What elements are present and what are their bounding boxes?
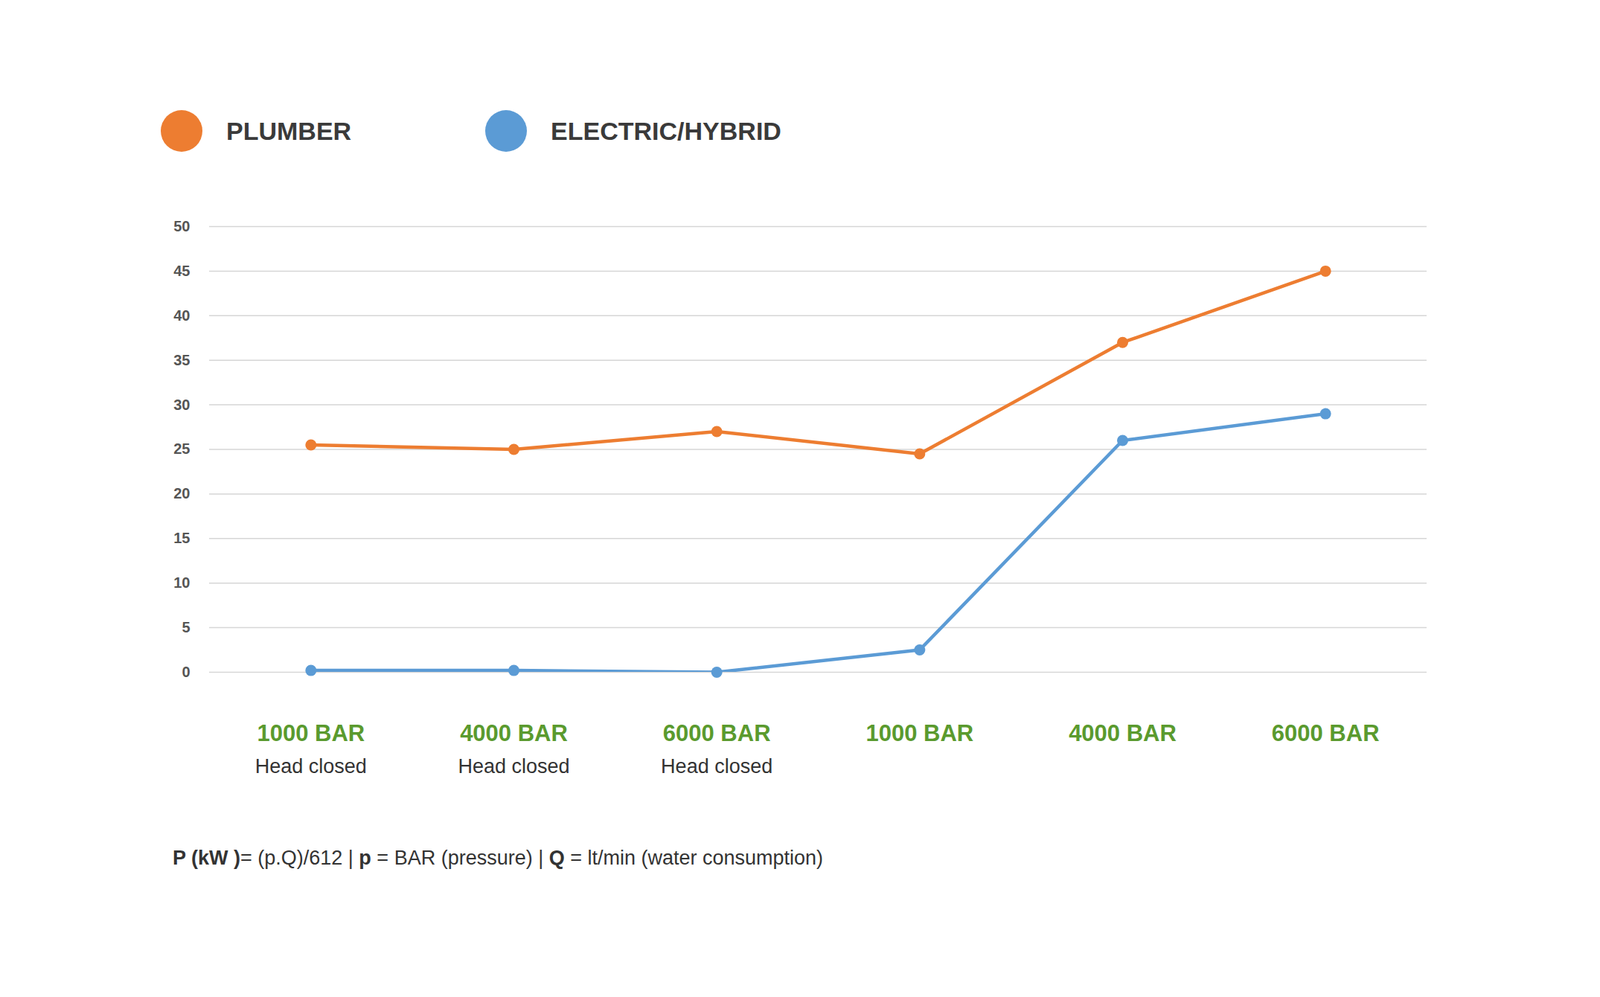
svg-text:1000 BAR: 1000 BAR <box>865 720 974 747</box>
html-text:P (kW ) = (p.Q)/612 | p = BAR: P (kW ) = (p.Q)/612 | p = BAR (pressure)… <box>172 846 824 870</box>
svg-text:40: 40 <box>173 307 190 324</box>
svg-text:6000 BAR: 6000 BAR <box>1271 720 1380 747</box>
svg-text:Head closed: Head closed <box>255 755 367 778</box>
svg-text:25: 25 <box>173 440 190 457</box>
svg-text:20: 20 <box>173 485 190 502</box>
svg-text:30: 30 <box>173 396 190 414</box>
svg-text:Head closed: Head closed <box>660 755 773 778</box>
svg-text:Head closed: Head closed <box>457 755 570 778</box>
svg-text:0: 0 <box>181 663 190 681</box>
svg-text:5: 5 <box>181 619 190 636</box>
svg-text:45: 45 <box>173 262 190 280</box>
html-text:ELECTRIC/HYBRID: ELECTRIC/HYBRID <box>550 116 782 145</box>
svg-text:6000 BAR: 6000 BAR <box>663 720 771 747</box>
svg-text:15: 15 <box>173 529 190 547</box>
svg-text:50: 50 <box>173 218 190 235</box>
html-text:PLUMBER: PLUMBER <box>226 116 352 145</box>
svg-text:4000 BAR: 4000 BAR <box>1068 720 1177 747</box>
svg-text:4000 BAR: 4000 BAR <box>459 720 568 747</box>
svg-text:35: 35 <box>173 352 190 369</box>
svg-text:10: 10 <box>173 574 190 591</box>
svg-text:1000 BAR: 1000 BAR <box>256 720 365 747</box>
